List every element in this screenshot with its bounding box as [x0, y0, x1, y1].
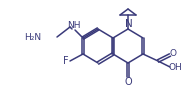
Text: F: F [63, 56, 69, 66]
Text: O: O [124, 77, 132, 87]
Text: OH: OH [168, 64, 182, 72]
Text: H₂N: H₂N [24, 33, 41, 41]
Text: NH: NH [67, 22, 81, 30]
Text: N: N [125, 19, 133, 29]
Text: O: O [169, 49, 177, 58]
